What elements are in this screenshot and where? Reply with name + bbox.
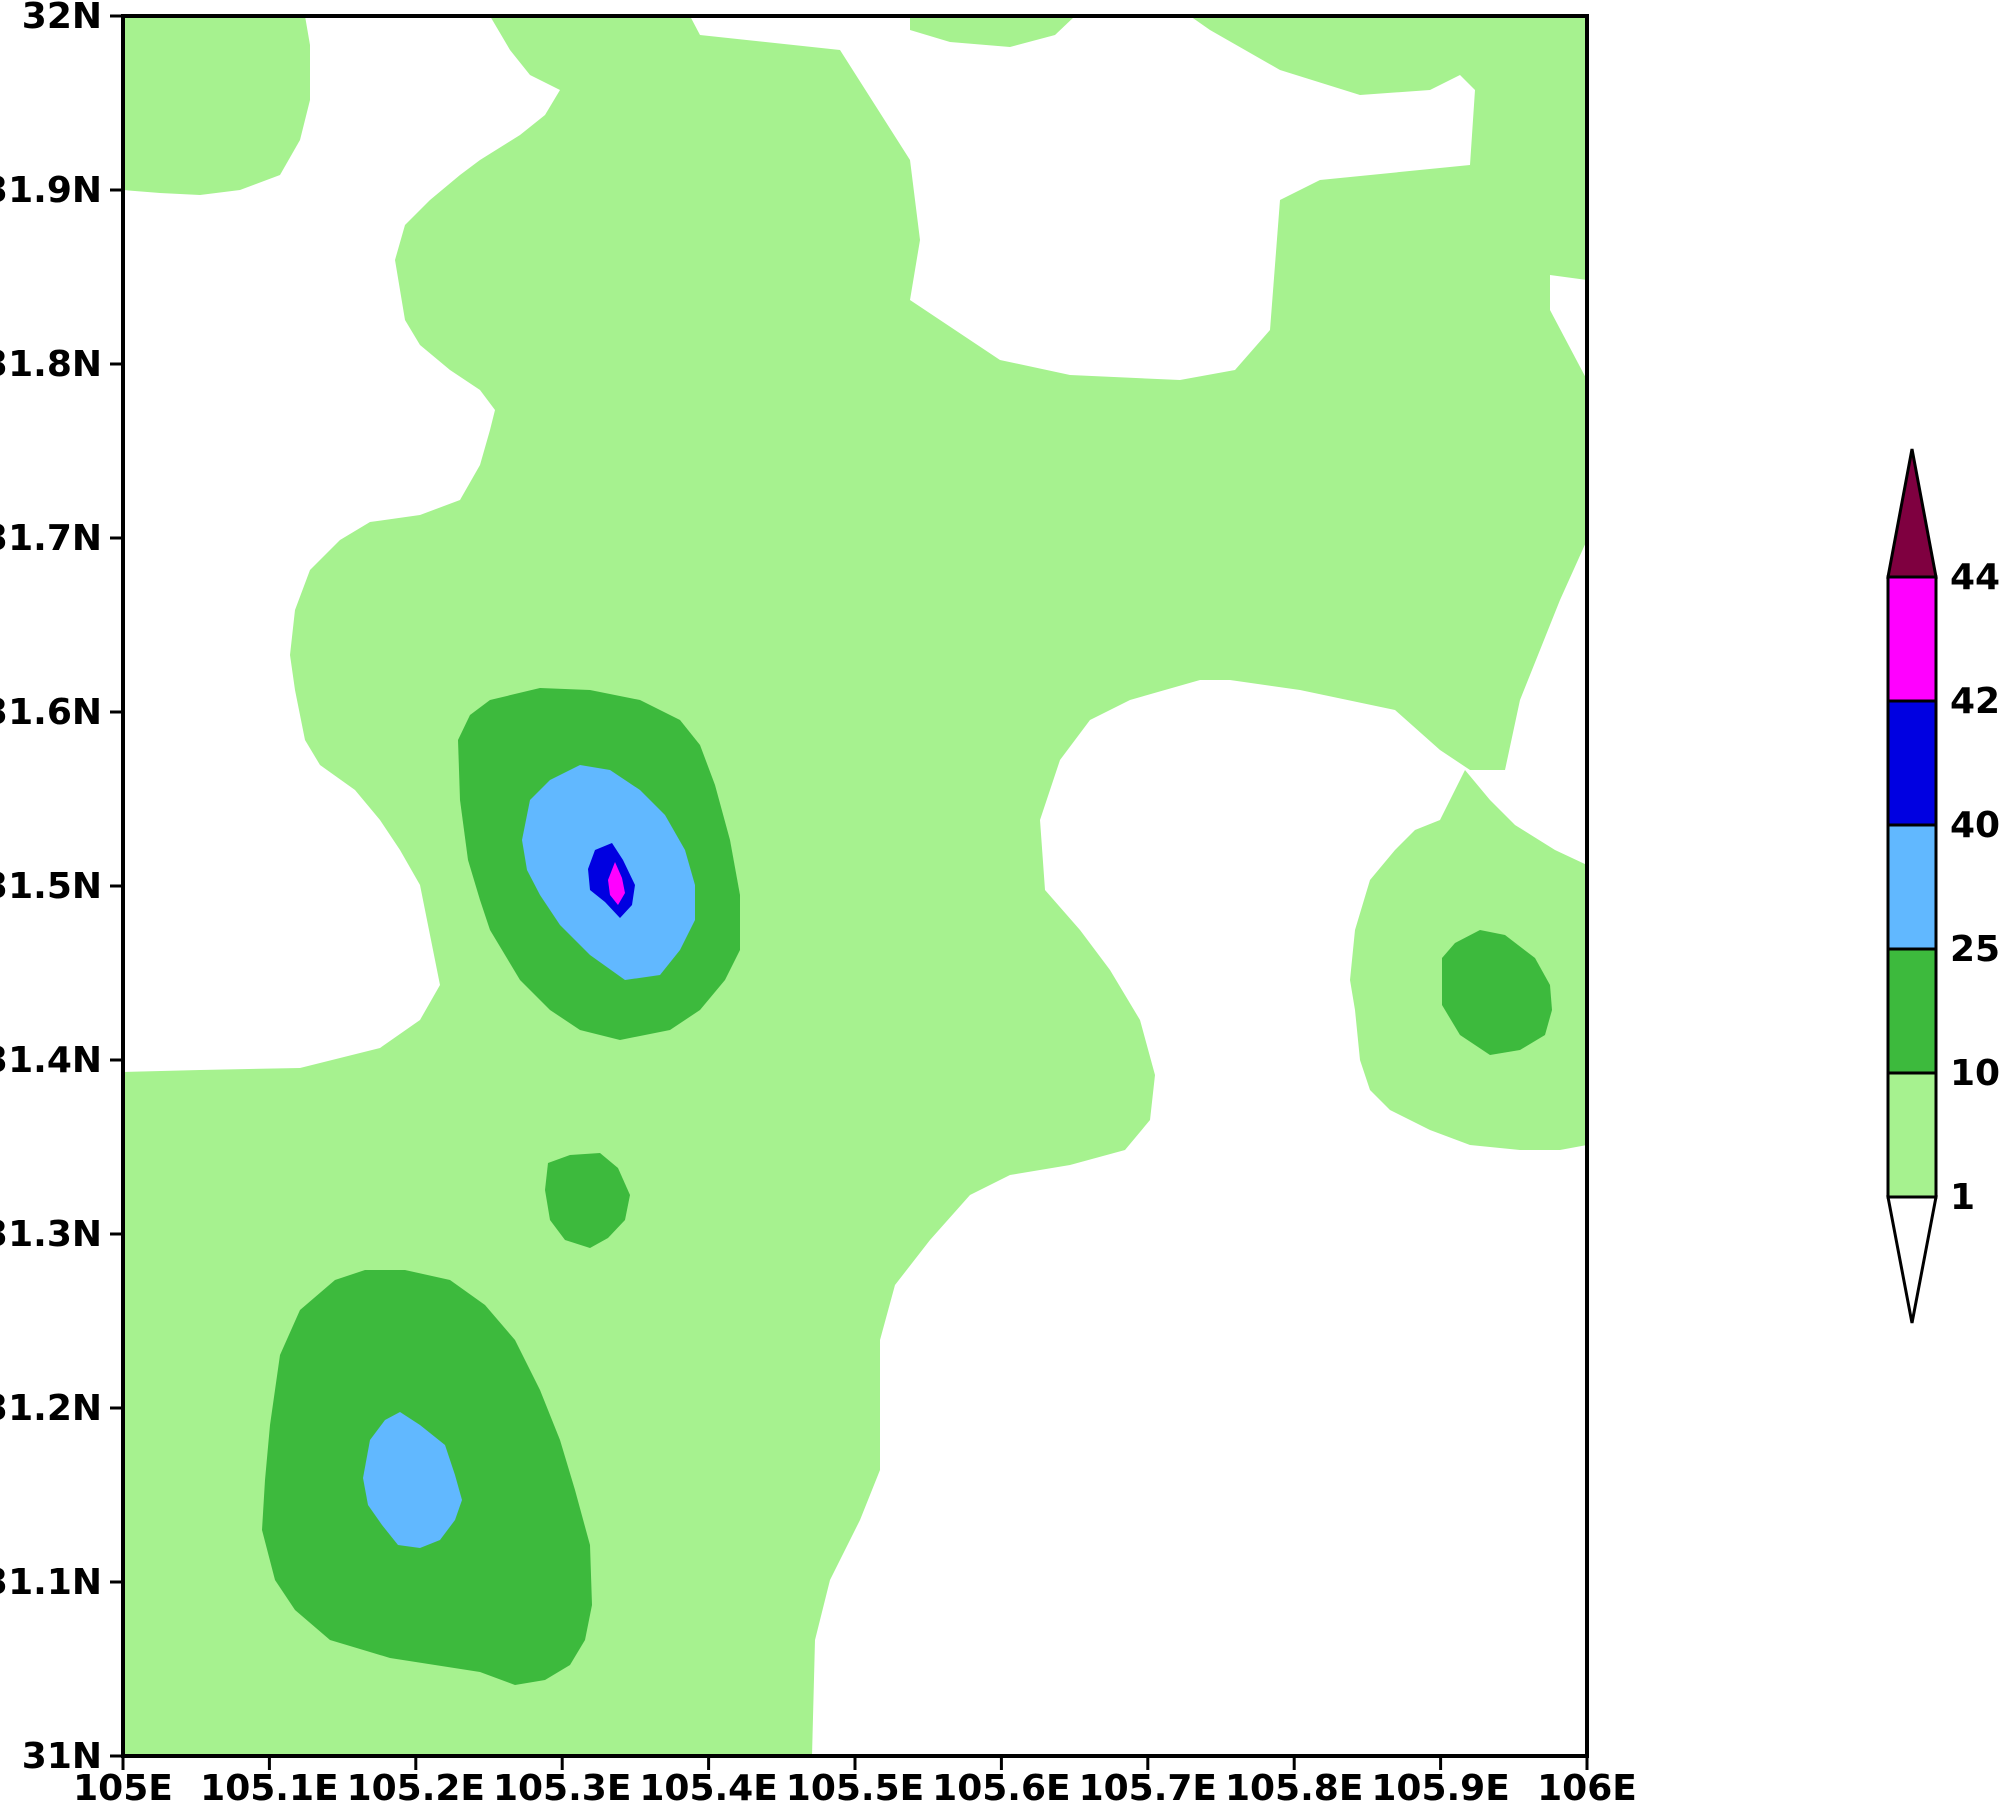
x-tick: 105.6E <box>932 1756 1071 1806</box>
y-tick: 31.5N <box>0 866 123 907</box>
legend-level-label: 40 <box>1950 805 2000 846</box>
x-axis: 105E 105.1E 105.2E 105.3E 105.4E 105.5E … <box>73 1756 1637 1806</box>
y-tick: 31.4N <box>0 1040 123 1081</box>
x-tick: 105.1E <box>200 1756 339 1806</box>
x-tick: 105.8E <box>1225 1756 1363 1806</box>
x-tick-label: 105.1E <box>200 1768 338 1806</box>
y-tick-label: 31.5N <box>0 866 102 907</box>
legend-bin-10-25 <box>1886 947 1938 1075</box>
contour-fill-layer <box>123 16 1587 1756</box>
legend-level-label: 42 <box>1950 681 2000 722</box>
x-tick: 105.7E <box>1079 1756 1217 1806</box>
x-tick-label: 105.9E <box>1371 1768 1509 1806</box>
legend-bin-40-42 <box>1886 699 1938 827</box>
contour-region-10-25-east <box>1442 930 1552 1055</box>
x-tick: 105E <box>73 1756 173 1806</box>
contour-region-1-10-top-strip <box>910 16 1075 47</box>
y-tick-label: 31.9N <box>0 170 102 211</box>
contour-region-42-44 <box>608 862 625 905</box>
y-tick-label: 31.7N <box>0 518 102 559</box>
legend-level-label: 25 <box>1950 929 2000 970</box>
legend-level-label: 1 <box>1950 1177 1975 1218</box>
legend-level-label: 10 <box>1950 1053 2000 1094</box>
y-tick-label: 31.2N <box>0 1388 102 1429</box>
x-tick-label: 105.5E <box>786 1768 924 1806</box>
x-tick-label: 105.3E <box>493 1768 631 1806</box>
y-tick-label: 31.8N <box>0 344 102 385</box>
y-tick: 31.2N <box>0 1388 123 1429</box>
y-tick: 32N <box>22 0 123 37</box>
legend-bin-above-44 <box>1886 448 1938 579</box>
legend-bin-below-1 <box>1886 1195 1938 1324</box>
x-tick: 106E <box>1537 1756 1637 1806</box>
colorbar-legend: 44 42 40 25 10 1 <box>1886 448 2000 1324</box>
y-tick: 31.8N <box>0 344 123 385</box>
y-tick: 31.7N <box>0 518 123 559</box>
x-tick-label: 105.2E <box>347 1768 485 1806</box>
x-tick-label: 105.7E <box>1079 1768 1217 1806</box>
contour-region-25-40-southwest <box>363 1412 462 1548</box>
y-tick-label: 31.6N <box>0 692 102 733</box>
x-tick: 105.2E <box>347 1756 485 1806</box>
y-tick: 31.1N <box>0 1562 123 1603</box>
contour-region-10-25-small <box>545 1153 630 1248</box>
y-tick: 31.6N <box>0 692 123 733</box>
y-tick-label: 31.3N <box>0 1214 102 1255</box>
legend-level-label: 44 <box>1950 557 2000 598</box>
y-tick-label: 32N <box>22 0 102 37</box>
y-tick-label: 31.1N <box>0 1562 102 1603</box>
legend-bin-25-40 <box>1886 823 1938 951</box>
contour-region-1-10-top-left <box>123 16 310 195</box>
x-tick-label: 105.8E <box>1225 1768 1363 1806</box>
x-tick-label: 105.6E <box>932 1768 1070 1806</box>
y-tick: 31.3N <box>0 1214 123 1255</box>
legend-bin-1-10 <box>1886 1071 1938 1199</box>
x-tick: 105.4E <box>639 1756 778 1806</box>
y-axis: 31N 31.1N 31.2N 31.3N 31.4N 31.5N 31.6N … <box>0 0 123 1777</box>
y-tick-label: 31.4N <box>0 1040 102 1081</box>
x-tick-label: 105E <box>73 1768 173 1806</box>
x-tick: 105.3E <box>493 1756 631 1806</box>
x-tick-label: 105.4E <box>639 1768 777 1806</box>
y-tick-label: 31N <box>22 1736 102 1777</box>
y-tick: 31.9N <box>0 170 123 211</box>
x-tick: 105.9E <box>1371 1756 1510 1806</box>
x-tick: 105.5E <box>786 1756 924 1806</box>
x-tick-label: 106E <box>1537 1768 1637 1806</box>
legend-bin-42-44 <box>1886 575 1938 703</box>
y-tick: 31N <box>22 1736 123 1777</box>
